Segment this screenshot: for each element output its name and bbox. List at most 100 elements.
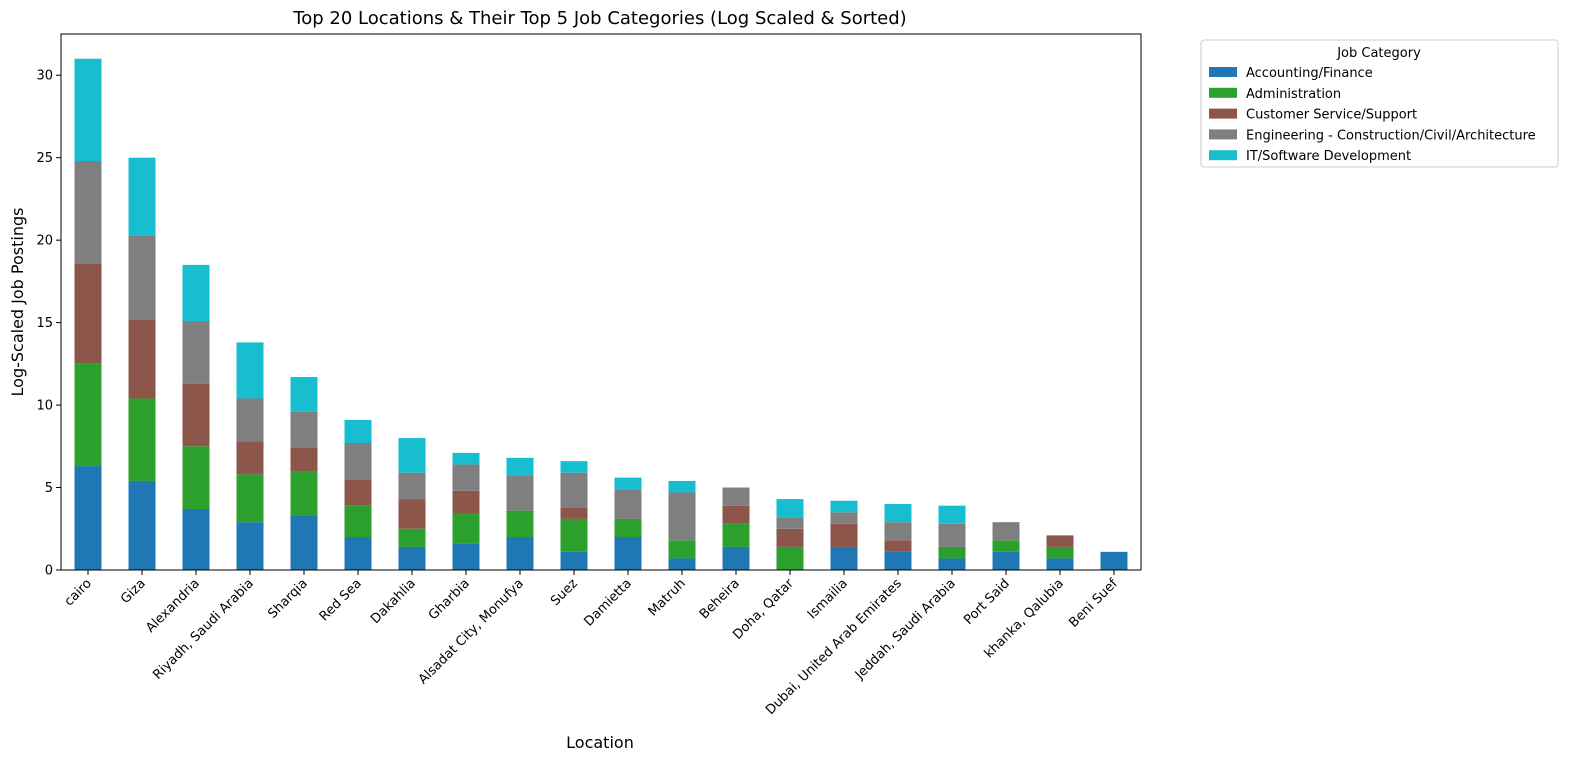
bar-segment bbox=[506, 537, 534, 570]
x-tick-label: Beheira bbox=[697, 576, 743, 622]
bar-segment bbox=[74, 160, 102, 264]
bar-segment bbox=[506, 475, 534, 511]
bar-segment bbox=[884, 522, 912, 541]
x-tick-label: Port Said bbox=[961, 576, 1013, 628]
bar-segment bbox=[1046, 558, 1074, 570]
bar-segment bbox=[128, 398, 156, 481]
bar-segment bbox=[614, 518, 642, 538]
bar-segment bbox=[74, 58, 102, 161]
bar-segment bbox=[344, 505, 372, 538]
bar-segment bbox=[128, 235, 156, 320]
bars bbox=[74, 58, 1128, 570]
y-tick-label: 5 bbox=[45, 481, 53, 496]
bar-segment bbox=[722, 546, 750, 570]
bar-segment bbox=[398, 499, 426, 529]
chart-title: Top 20 Locations & Their Top 5 Job Categ… bbox=[292, 8, 906, 29]
bar-segment bbox=[830, 546, 858, 570]
bar-segment bbox=[776, 528, 804, 547]
bar-segment bbox=[236, 474, 264, 523]
bar-segment bbox=[668, 540, 696, 559]
bar-segment bbox=[884, 504, 912, 523]
x-tick-label: Dakahlia bbox=[368, 576, 419, 627]
bar-segment bbox=[560, 472, 588, 508]
bar-segment bbox=[398, 438, 426, 473]
bar-segment bbox=[236, 398, 264, 442]
bar-segment bbox=[722, 505, 750, 524]
bar-segment bbox=[938, 505, 966, 524]
bar-segment bbox=[614, 489, 642, 519]
x-tick-label: Alexandria bbox=[143, 576, 203, 636]
bar-segment bbox=[668, 492, 696, 541]
bar-segment bbox=[884, 551, 912, 570]
y-axis-title: Log-Scaled Job Postings bbox=[8, 208, 27, 397]
bar-segment bbox=[398, 528, 426, 547]
bar-segment bbox=[236, 342, 264, 399]
bar-segment bbox=[290, 471, 318, 516]
bar-segment bbox=[668, 558, 696, 570]
bar-segment bbox=[776, 517, 804, 529]
bar-segment bbox=[452, 513, 480, 544]
bar-segment bbox=[992, 551, 1020, 570]
plot-frame bbox=[60, 33, 1142, 571]
bar-segment bbox=[128, 157, 156, 236]
legend-swatch bbox=[1209, 67, 1237, 77]
legend-swatch bbox=[1209, 87, 1237, 98]
bar-segment bbox=[722, 523, 750, 547]
bar-segment bbox=[776, 499, 804, 518]
legend: Job Category Accounting/Finance Administr… bbox=[1200, 39, 1559, 168]
bar-segment bbox=[1046, 535, 1074, 547]
x-axis-title: Location bbox=[566, 733, 634, 752]
bar-segment bbox=[938, 558, 966, 570]
bar-segment bbox=[290, 515, 318, 570]
bar-segment bbox=[344, 537, 372, 570]
bar-segment bbox=[506, 510, 534, 538]
y-tick-label: 25 bbox=[36, 151, 53, 166]
y-tick-label: 0 bbox=[45, 564, 53, 579]
bar-segment bbox=[506, 457, 534, 476]
bar-segment bbox=[398, 472, 426, 500]
y-tick-label: 10 bbox=[36, 399, 53, 414]
bar-segment bbox=[182, 446, 210, 509]
bar-segment bbox=[614, 477, 642, 490]
bar-segment bbox=[830, 512, 858, 524]
bar-segment bbox=[290, 377, 318, 412]
bar-segment bbox=[992, 522, 1020, 541]
legend-frame bbox=[1200, 39, 1559, 168]
legend-swatch bbox=[1209, 129, 1237, 140]
legend-title: Job Category bbox=[1336, 46, 1421, 61]
bar-segment bbox=[74, 466, 102, 570]
bar-segment bbox=[182, 320, 210, 384]
legend-swatch bbox=[1209, 108, 1237, 119]
legend-items: Accounting/Finance Administration Customer… bbox=[1209, 66, 1536, 164]
bar-segment bbox=[668, 480, 696, 493]
bar-segment bbox=[398, 546, 426, 570]
x-tick-label: Alsadat City, Monufya bbox=[416, 576, 527, 687]
bar-segment bbox=[344, 443, 372, 480]
bar-segment bbox=[128, 480, 156, 570]
bar-segment bbox=[74, 263, 102, 364]
legend-label: Engineering - Construction/Civil/Archite… bbox=[1246, 128, 1536, 143]
bar-segment bbox=[560, 518, 588, 552]
x-tick-label: Gharbia bbox=[426, 576, 473, 623]
x-tick-label: Jeddah, Saudi Arabia bbox=[852, 576, 959, 683]
x-tick-label: Giza bbox=[118, 576, 149, 607]
legend-label: IT/Software Development bbox=[1246, 149, 1411, 164]
bar-segment bbox=[722, 487, 750, 506]
bar-segment bbox=[236, 522, 264, 570]
bar-segment bbox=[776, 546, 804, 570]
bar-segment bbox=[560, 461, 588, 473]
x-tick-label: Ismailia bbox=[805, 576, 851, 622]
bar-segment bbox=[938, 546, 966, 559]
bar-segment bbox=[344, 419, 372, 444]
bar-segment bbox=[938, 523, 966, 547]
bar-segment bbox=[182, 383, 210, 447]
x-tick-label: Red Sea bbox=[317, 576, 365, 624]
x-tick-label: Riyadh, Saudi Arabia bbox=[150, 576, 256, 682]
bar-segment bbox=[452, 490, 480, 514]
x-tick-label: cairo bbox=[62, 576, 95, 609]
y-axis: 0 5 10 15 20 25 30 bbox=[36, 69, 61, 579]
bar-segment bbox=[290, 411, 318, 448]
bar-segment bbox=[614, 537, 642, 570]
bar-segment bbox=[452, 464, 480, 491]
bar-segment bbox=[992, 540, 1020, 552]
